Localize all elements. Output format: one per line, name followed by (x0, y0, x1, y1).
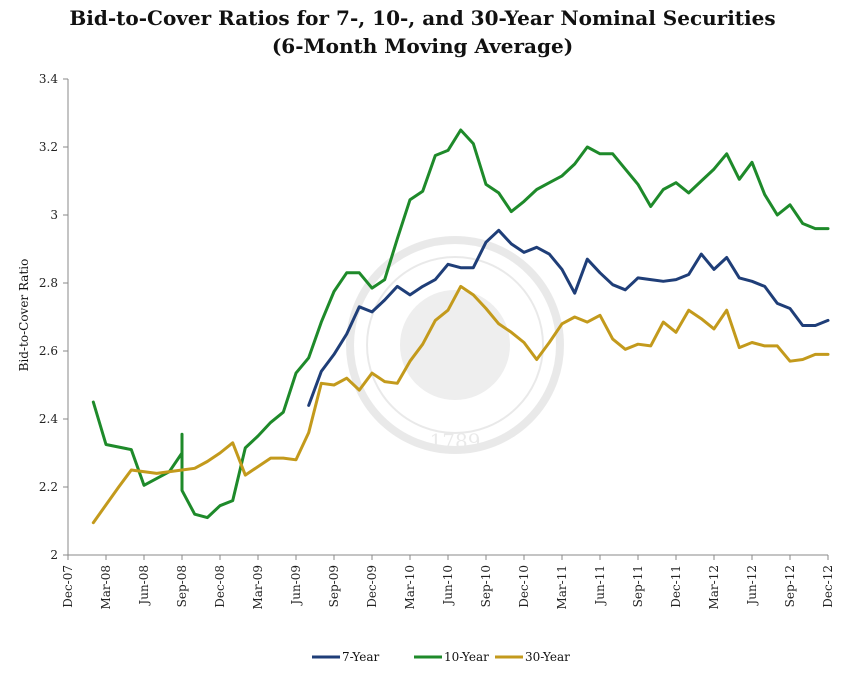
x-tick-label: Mar-12 (707, 565, 721, 610)
x-tick-label: Jun-10 (441, 565, 455, 607)
y-tick-label: 2.8 (39, 276, 58, 290)
x-tick-label: Jun-12 (745, 565, 759, 607)
x-tick-label: Jun-11 (593, 565, 607, 607)
watermark-year: 1789 (430, 429, 481, 453)
y-tick-label: 2.4 (39, 412, 58, 426)
x-tick-label: Jun-09 (289, 565, 303, 607)
x-tick-label: Dec-08 (213, 565, 227, 608)
series-line-10-year (91, 128, 830, 520)
series-line-30-year (91, 284, 830, 525)
series-line-7-year (307, 228, 830, 407)
y-axis-label: Bid-to-Cover Ratio (17, 259, 31, 372)
legend: 7-Year 10-Year 30-Year (312, 650, 570, 664)
x-tick-label: Dec-12 (821, 565, 835, 608)
series-layer (91, 128, 830, 525)
x-tick-label: Sep-09 (327, 565, 341, 607)
x-tick-label: Jun-08 (137, 565, 151, 607)
chart-title: Bid-to-Cover Ratios for 7-, 10-, and 30-… (69, 6, 776, 30)
x-tick-label: Dec-07 (61, 565, 75, 608)
x-tick-label: Dec-09 (365, 565, 379, 608)
chart-subtitle: (6-Month Moving Average) (271, 34, 574, 58)
y-tick-label: 2 (50, 548, 58, 562)
x-tick-label: Sep-10 (479, 565, 493, 607)
x-tick-label: Sep-08 (175, 565, 189, 607)
legend-label-7-year: 7-Year (342, 650, 380, 664)
x-tick-label: Sep-11 (631, 565, 645, 607)
treasury-seal-watermark: 1789 (346, 236, 564, 454)
y-tick-label: 2.2 (39, 480, 58, 494)
x-tick-label: Dec-11 (669, 565, 683, 608)
legend-label-30-year: 30-Year (525, 650, 570, 664)
x-tick-label: Sep-12 (783, 565, 797, 607)
axes: 2 2.2 2.4 2.6 2.8 3 3.2 3.4 Dec-07 Mar-08 Jun-08 Se… (39, 72, 835, 610)
y-tick-label: 3.2 (39, 140, 58, 154)
y-tick-label: 2.6 (39, 344, 58, 358)
x-tick-label: Mar-11 (555, 565, 569, 610)
y-tick-label: 3 (50, 208, 58, 222)
x-tick-label: Dec-10 (517, 565, 531, 608)
x-tick-label: Mar-09 (251, 565, 265, 610)
x-tick-label: Mar-08 (99, 565, 113, 610)
legend-label-10-year: 10-Year (444, 650, 489, 664)
y-tick-label: 3.4 (39, 72, 58, 86)
x-tick-label: Mar-10 (403, 565, 417, 610)
